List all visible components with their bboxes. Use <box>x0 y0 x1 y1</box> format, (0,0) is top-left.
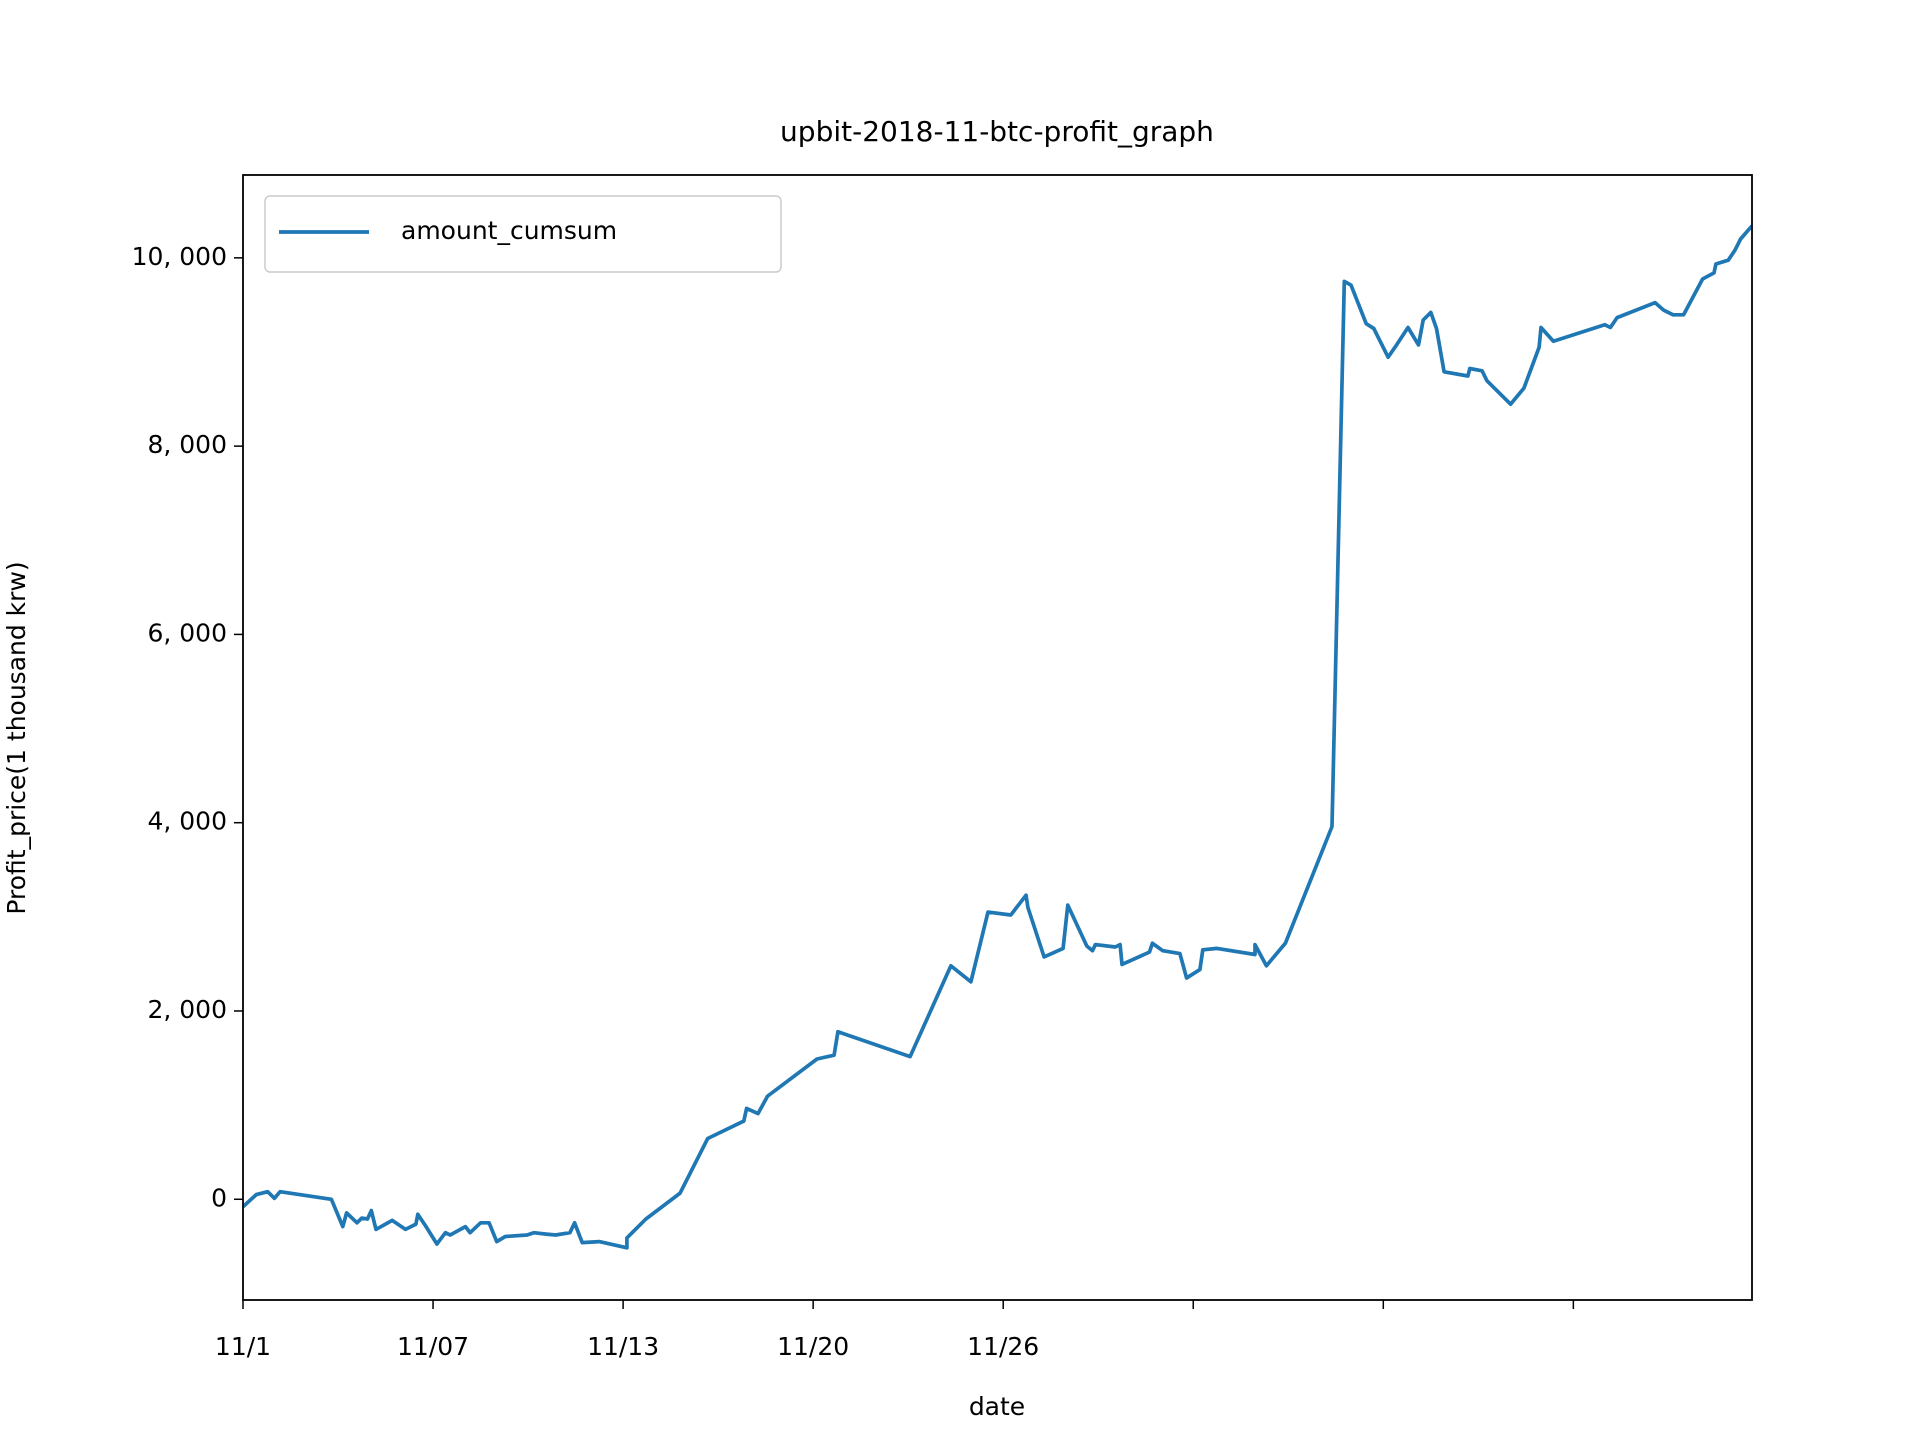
x-tick-label: 11/07 <box>397 1332 469 1361</box>
x-tick-label: 11/20 <box>777 1332 849 1361</box>
y-tick-label: 6, 000 <box>147 618 227 647</box>
y-tick-label: 2, 000 <box>147 995 227 1024</box>
y-tick-label: 8, 000 <box>147 430 227 459</box>
plot-frame <box>242 174 1753 1301</box>
chart-title: upbit-2018-11-btc-profit_graph <box>780 115 1214 148</box>
line-series <box>243 224 1752 1250</box>
x-tick-label: 11/26 <box>967 1332 1039 1361</box>
legend-box <box>264 195 782 273</box>
legend-label: amount_cumsum <box>401 216 617 245</box>
x-axis-label: date <box>969 1392 1025 1421</box>
x-tick-label: 11/13 <box>587 1332 659 1361</box>
y-axis-label: Profit_price(1 thousand krw) <box>2 561 31 914</box>
y-tick-label: 4, 000 <box>147 807 227 836</box>
x-tick-label: 11/1 <box>215 1332 271 1361</box>
y-tick-label: 10, 000 <box>132 242 227 271</box>
y-tick-label: 0 <box>211 1183 227 1212</box>
